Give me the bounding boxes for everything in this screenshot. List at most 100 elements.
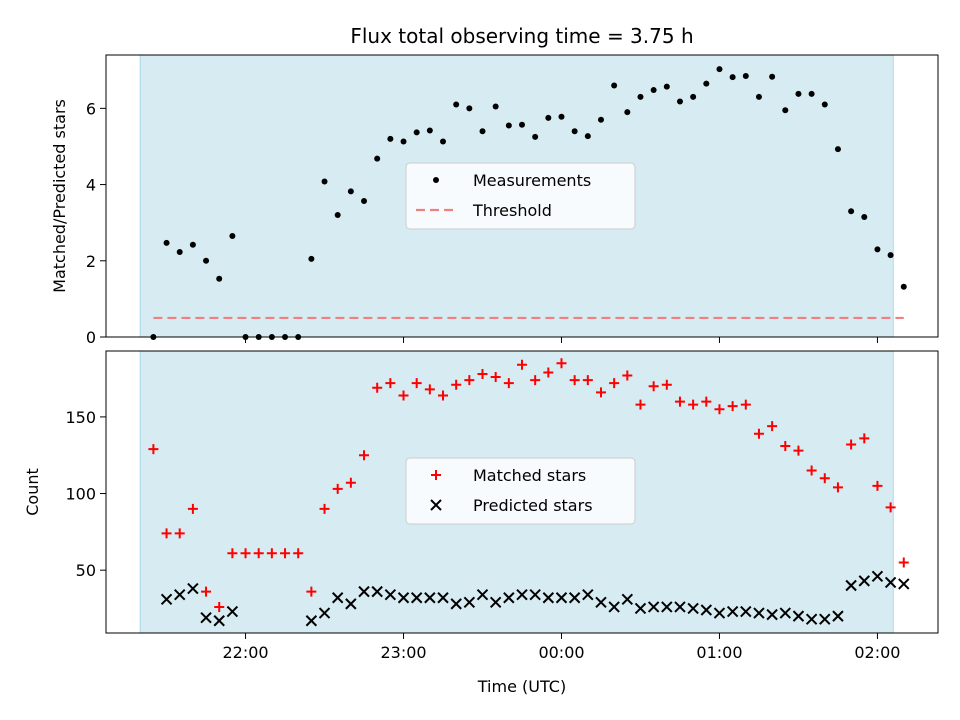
matched-star-point — [266, 548, 277, 559]
predicted-star-point — [503, 592, 515, 604]
chart-title: Flux total observing time = 3.75 h — [350, 24, 693, 48]
measurement-point — [637, 93, 644, 100]
predicted-star-point — [410, 592, 423, 604]
measurement-point — [716, 66, 723, 73]
matched-star-point — [490, 372, 501, 383]
predicted-star-point — [898, 578, 910, 590]
bottom-series — [148, 358, 910, 627]
matched-star-point — [609, 378, 620, 389]
matched-star-point — [859, 433, 870, 444]
top-legend: Measurements Threshold — [405, 162, 636, 230]
predicted-star-point — [753, 607, 765, 619]
measurement-point — [887, 252, 894, 259]
matched-star-point — [898, 557, 909, 568]
matched-star-point — [819, 473, 830, 484]
matched-star-point — [806, 465, 817, 476]
predicted-star-point — [160, 593, 173, 605]
predicted-star-point — [529, 588, 541, 601]
predicted-star-point — [687, 602, 699, 615]
measurement-point — [374, 155, 381, 162]
measurement-point — [571, 128, 578, 135]
measurement-point — [808, 90, 815, 97]
predicted-star-point — [371, 585, 383, 598]
matched-star-point — [451, 379, 462, 390]
y-tick-label: 150 — [65, 408, 96, 427]
predicted-star-point — [450, 598, 462, 610]
matched-star-point — [582, 375, 593, 386]
x-tick-label: 23:00 — [380, 643, 426, 662]
predicted-star-point — [463, 596, 476, 609]
matched-star-point — [398, 390, 409, 401]
matched-star-point — [622, 370, 633, 381]
measurement-point — [782, 107, 789, 114]
predicted-star-point — [595, 596, 607, 609]
matched-star-point — [701, 396, 712, 407]
predicted-star-point — [318, 607, 331, 619]
measurement-point — [676, 98, 683, 105]
predicted-star-point — [555, 592, 568, 604]
matched-star-point — [780, 441, 791, 452]
matched-star-point — [688, 399, 699, 410]
matched-star-point — [240, 548, 251, 559]
measurement-point — [189, 241, 196, 248]
legend-marker — [430, 499, 442, 511]
measurement-point — [334, 212, 341, 219]
predicted-star-point — [819, 613, 831, 625]
measurement-point — [900, 283, 907, 290]
predicted-star-point — [845, 579, 857, 592]
x-tick-label: 22:00 — [222, 643, 268, 662]
matched-star-point — [214, 601, 225, 612]
bottom-x-ticks: 22:00 23:00 00:00 01:00 02:00 — [222, 633, 900, 662]
bottom-plot-frame — [105, 350, 939, 634]
predicted-star-point — [726, 605, 739, 618]
predicted-star-point — [476, 588, 489, 601]
legend-label: Predicted stars — [473, 496, 593, 515]
predicted-star-point — [700, 604, 713, 616]
measurement-point — [400, 138, 407, 145]
legend-box — [405, 162, 636, 230]
measurement-point — [624, 109, 631, 116]
predicted-star-point — [331, 592, 344, 604]
predicted-star-point — [805, 613, 818, 625]
predicted-star-point — [884, 576, 897, 589]
matched-star-point — [319, 503, 330, 514]
predicted-star-point — [345, 598, 357, 610]
matched-star-point — [253, 548, 264, 559]
predicted-star-point — [647, 601, 660, 613]
measurement-point — [440, 138, 447, 145]
matched-star-point — [332, 483, 343, 494]
measurement-point — [584, 133, 591, 140]
measurement-point — [861, 213, 868, 220]
measurement-point — [690, 93, 697, 100]
predicted-star-point — [437, 592, 449, 604]
predicted-star-point — [858, 575, 870, 587]
legend-marker — [431, 470, 441, 480]
matched-star-point — [661, 379, 672, 390]
measurement-point — [558, 113, 565, 120]
top-y-axis-label: Matched/Predicted stars — [50, 99, 69, 293]
predicted-star-point — [779, 607, 791, 619]
measurement-point — [492, 103, 499, 110]
predicted-star-point — [661, 601, 673, 613]
bottom-panel: 50 100 150 22:00 23:00 00:00 01:00 02:00 Time … — [23, 350, 939, 696]
legend-box — [405, 457, 636, 525]
measurement-point — [532, 133, 539, 140]
x-axis-label: Time (UTC) — [477, 677, 566, 696]
matched-star-point — [714, 404, 725, 415]
predicted-star-point — [489, 596, 502, 609]
measurement-point — [611, 82, 618, 89]
measurement-point — [216, 275, 223, 282]
x-tick-label: 02:00 — [854, 643, 900, 662]
matched-star-point — [148, 444, 159, 455]
measurement-point — [321, 178, 328, 185]
measurement-point — [203, 257, 210, 264]
predicted-star-point — [713, 607, 726, 619]
bottom-legend: Matched stars Predicted stars — [405, 457, 636, 525]
top-x-ticks — [245, 337, 878, 343]
matched-star-point — [530, 375, 541, 386]
predicted-star-point — [582, 588, 594, 601]
matched-star-point — [727, 401, 738, 412]
predicted-star-point — [397, 592, 410, 604]
